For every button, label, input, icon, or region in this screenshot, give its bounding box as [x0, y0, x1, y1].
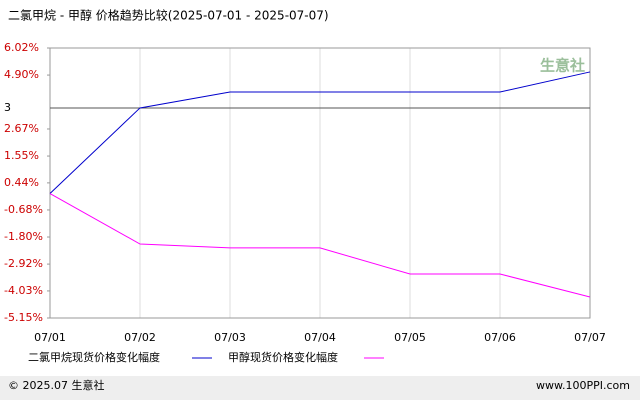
x-tick-label: 07/04: [304, 331, 336, 344]
y-tick-label: -4.03%: [4, 284, 43, 297]
reference-label: 3: [4, 101, 11, 114]
y-tick-label: 6.02%: [4, 41, 39, 54]
series-line: [49, 193, 591, 298]
footer-bar: [0, 376, 640, 400]
legend-label: 二氯甲烷现货价格变化幅度: [28, 350, 160, 364]
legend-label: 甲醇现货价格变化幅度: [228, 350, 338, 364]
footer-left: © 2025.07 生意社: [8, 378, 104, 392]
y-tick-label: -1.80%: [4, 230, 43, 243]
y-tick-label: -0.68%: [4, 203, 43, 216]
x-tick-label: 07/06: [484, 331, 516, 344]
y-tick-label: 1.55%: [4, 149, 39, 162]
y-tick-label: 0.44%: [4, 176, 39, 189]
watermark: 生意社: [540, 57, 585, 75]
x-tick-label: 07/05: [394, 331, 426, 344]
y-tick-label: 4.90%: [4, 68, 39, 81]
x-tick-label: 07/01: [34, 331, 66, 344]
x-tick-label: 07/02: [124, 331, 156, 344]
y-tick-label: -5.15%: [4, 311, 43, 324]
y-tick-label: -2.92%: [4, 257, 43, 270]
chart-title: 二氯甲烷 - 甲醇 价格趋势比较(2025-07-01 - 2025-07-07…: [8, 8, 329, 23]
footer-right: www.100PPI.com: [536, 379, 630, 392]
plot-border: [49, 47, 591, 319]
y-tick-label: 2.67%: [4, 122, 39, 135]
series-line: [49, 71, 591, 194]
x-tick-label: 07/07: [574, 331, 606, 344]
x-tick-label: 07/03: [214, 331, 246, 344]
